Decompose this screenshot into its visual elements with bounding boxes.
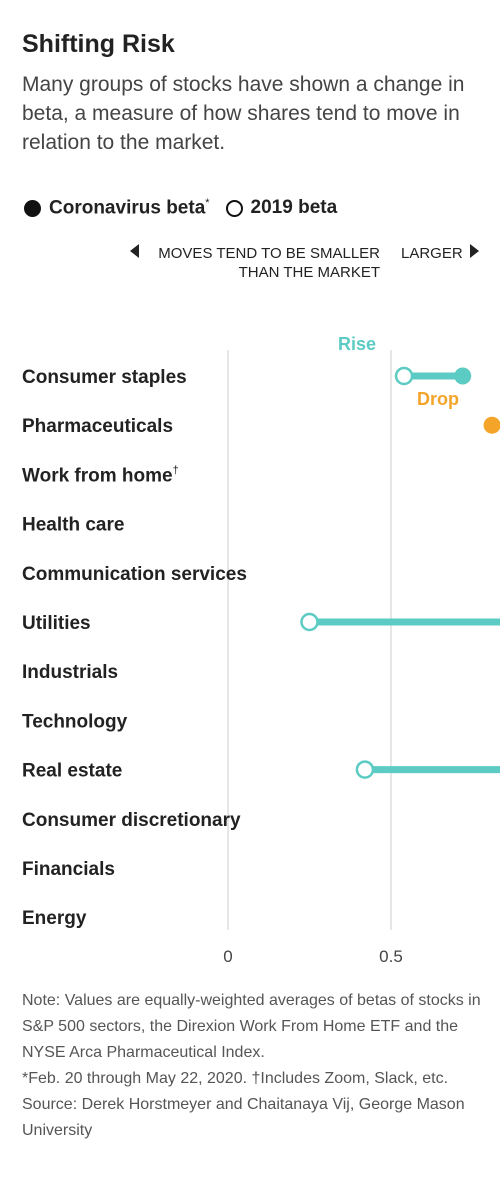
- data-row: Energy: [22, 908, 87, 929]
- direction-left-line2: THAN THE MARKET: [239, 264, 380, 281]
- drop-annotation: Drop: [417, 389, 459, 409]
- data-row: Pharmaceuticals: [22, 416, 500, 437]
- category-label: Real estate: [22, 761, 122, 782]
- source-text: Source: Derek Horstmeyer and Chaitanaya …: [22, 1096, 465, 1139]
- data-row: Financials: [22, 859, 115, 880]
- beta-2019-point: [394, 366, 414, 386]
- x-tick-label: 0.5: [379, 947, 403, 966]
- beta-2019-point: [300, 612, 319, 632]
- data-row: Industrials: [22, 662, 118, 683]
- data-row: Consumer discretionary: [22, 810, 241, 831]
- rise-annotation: Rise: [338, 334, 376, 354]
- footnote-text: *Feb. 20 through May 22, 2020. †Includes…: [22, 1070, 449, 1087]
- direction-right: LARGER: [401, 245, 463, 262]
- category-label: Communication services: [22, 564, 247, 585]
- chart-notes: Note: Values are equally-weighted averag…: [22, 988, 492, 1144]
- direction-labels: MOVES TEND TO BE SMALLER THAN THE MARKET…: [130, 244, 479, 281]
- category-label: Consumer staples: [22, 367, 187, 388]
- legend-2019-label: 2019 beta: [250, 197, 338, 218]
- right-arrow-icon: [470, 244, 479, 258]
- data-row: Utilities: [22, 612, 500, 634]
- coronavirus-beta-point: [454, 367, 472, 385]
- category-label: Financials: [22, 859, 115, 880]
- dumbbell-chart: MOVES TEND TO BE SMALLER THAN THE MARKET…: [22, 244, 500, 966]
- legend-open-dot: [225, 199, 243, 217]
- data-row: Consumer staples: [22, 366, 472, 388]
- category-label: Utilities: [22, 613, 91, 634]
- legend-filled-dot: [24, 199, 41, 217]
- category-label: Technology: [22, 711, 128, 732]
- beta-2019-point: [355, 760, 375, 779]
- category-label: Consumer discretionary: [22, 810, 241, 831]
- legend: Coronavirus beta* 2019 beta: [24, 195, 337, 221]
- x-tick-label: 0: [223, 947, 232, 966]
- category-label: Pharmaceuticals: [22, 416, 173, 437]
- data-row: Technology: [22, 711, 128, 732]
- chart-subtitle: Many groups of stocks have shown a chang…: [22, 73, 465, 154]
- note-text: Note: Values are equally-weighted averag…: [22, 992, 481, 1061]
- category-label: Industrials: [22, 662, 118, 683]
- direction-left-line1: MOVES TEND TO BE SMALLER: [158, 245, 380, 262]
- chart-title: Shifting Risk: [22, 30, 175, 58]
- left-arrow-icon: [130, 244, 139, 258]
- coronavirus-beta-point: [483, 416, 500, 434]
- category-label: Health care: [22, 515, 124, 536]
- category-label: Work from home†: [22, 464, 179, 486]
- legend-coronavirus-label: Coronavirus beta*: [49, 196, 210, 219]
- data-row: Real estate: [22, 760, 500, 782]
- data-row: Work from home†: [22, 464, 179, 486]
- data-row: Communication services: [22, 564, 247, 585]
- category-footnote-mark: †: [173, 464, 179, 476]
- category-label: Energy: [22, 908, 87, 929]
- data-row: Health care: [22, 515, 124, 536]
